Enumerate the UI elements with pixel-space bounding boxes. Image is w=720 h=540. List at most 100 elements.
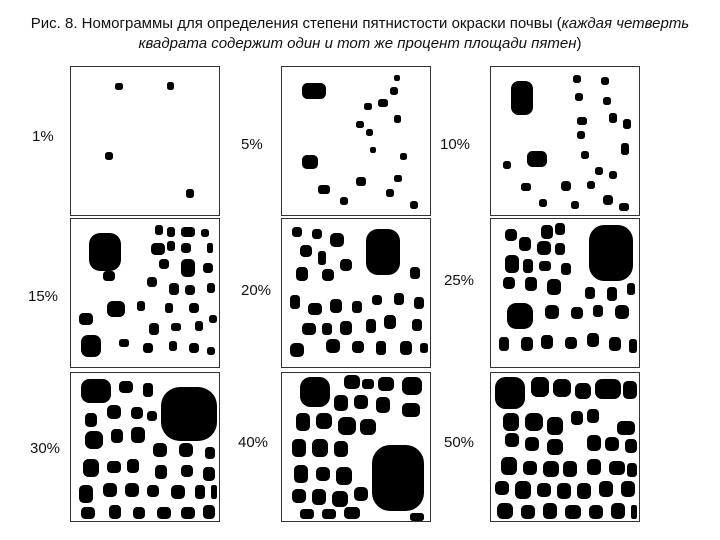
stain-spot — [543, 503, 557, 519]
stain-spot — [334, 441, 348, 457]
stain-spot — [79, 485, 93, 503]
stain-spot — [571, 201, 579, 209]
stain-spot — [181, 243, 191, 253]
stain-spot — [565, 505, 581, 519]
stain-spot — [505, 229, 517, 241]
stain-spot — [394, 175, 402, 182]
stain-spot — [507, 303, 533, 329]
stain-spot — [89, 233, 121, 271]
stain-spot — [186, 189, 194, 198]
stain-spot — [115, 83, 123, 90]
stain-spot — [378, 377, 394, 391]
stain-spot — [211, 485, 217, 499]
stain-spot — [292, 489, 306, 503]
stain-spot — [157, 507, 171, 519]
stain-spot — [338, 417, 356, 435]
stain-spot — [497, 503, 513, 519]
stain-spot — [376, 397, 390, 413]
stain-spot — [318, 251, 326, 265]
spot-pattern — [499, 223, 637, 353]
stain-spot — [593, 305, 603, 317]
stain-spot — [627, 283, 635, 295]
stain-spot — [541, 335, 553, 349]
stain-spot — [565, 337, 577, 349]
stain-spot — [609, 337, 621, 351]
panel-label-5: 5% — [241, 136, 263, 153]
stain-spot — [414, 297, 424, 309]
stain-spot — [609, 113, 617, 123]
stain-spot — [394, 115, 401, 123]
stain-spot — [410, 201, 418, 209]
nomogram-panel-30 — [70, 372, 220, 522]
stain-spot — [322, 269, 334, 281]
stain-spot — [81, 379, 111, 403]
stain-spot — [595, 379, 621, 399]
stain-spot — [519, 237, 531, 251]
stain-spot — [521, 337, 533, 351]
stain-spot — [555, 223, 565, 235]
stain-spot — [171, 485, 185, 499]
stain-spot — [629, 339, 637, 353]
stain-spot — [537, 241, 551, 255]
stain-spot — [336, 467, 352, 485]
stain-spot — [111, 429, 123, 443]
stain-spot — [159, 259, 169, 269]
spot-pattern — [495, 377, 637, 519]
stain-spot — [316, 467, 330, 481]
spot-pattern — [290, 227, 428, 357]
caption-text: Рис. 8. Номограммы для определения степе… — [30, 15, 562, 32]
stain-spot — [195, 485, 205, 499]
stain-spot — [627, 463, 637, 477]
stain-spot — [292, 227, 302, 237]
stain-spot — [607, 287, 617, 301]
stain-spot — [609, 461, 625, 475]
stain-spot — [364, 103, 372, 110]
stain-spot — [155, 465, 167, 479]
stain-spot — [503, 161, 511, 169]
stain-spot — [587, 333, 599, 347]
stain-spot — [203, 467, 215, 481]
stain-spot — [553, 379, 571, 397]
caption-close: ) — [576, 35, 582, 52]
stain-spot — [563, 461, 577, 477]
stain-spot — [499, 337, 509, 351]
stain-spot — [354, 395, 368, 409]
stain-spot — [330, 233, 344, 247]
spot-pattern — [79, 379, 217, 519]
stain-spot — [581, 151, 589, 159]
stain-spot — [378, 99, 388, 107]
stain-spot — [296, 413, 310, 431]
stain-spot — [601, 77, 609, 85]
stain-spot — [167, 227, 175, 237]
stain-spot — [85, 413, 97, 427]
stain-spot — [561, 263, 571, 275]
stain-spot — [294, 465, 308, 483]
stain-spot — [545, 305, 559, 319]
panel-label-50: 50% — [444, 434, 475, 451]
stain-spot — [149, 323, 159, 335]
stain-spot — [611, 503, 625, 519]
stain-spot — [617, 421, 635, 435]
stain-spot — [340, 259, 352, 271]
stain-spot — [619, 203, 629, 211]
stain-spot — [571, 411, 583, 425]
stain-spot — [354, 487, 368, 501]
stain-spot — [167, 82, 174, 90]
stain-spot — [615, 305, 629, 319]
stain-spot — [290, 343, 304, 357]
nomogram-panel-10 — [490, 66, 640, 216]
stain-spot — [302, 323, 316, 335]
stain-spot — [153, 443, 167, 457]
nomogram-panel-20 — [281, 218, 431, 368]
stain-spot — [143, 343, 153, 353]
stain-spot — [402, 403, 420, 417]
stain-spot — [143, 383, 153, 397]
figure-caption: Рис. 8. Номограммы для определения степе… — [20, 14, 700, 54]
stain-spot — [402, 377, 422, 395]
stain-spot — [356, 177, 366, 186]
stain-spot — [169, 283, 179, 295]
stain-spot — [366, 319, 376, 333]
stain-spot — [308, 303, 322, 315]
stain-spot — [400, 153, 407, 160]
panel-label-40: 40% — [238, 434, 269, 451]
